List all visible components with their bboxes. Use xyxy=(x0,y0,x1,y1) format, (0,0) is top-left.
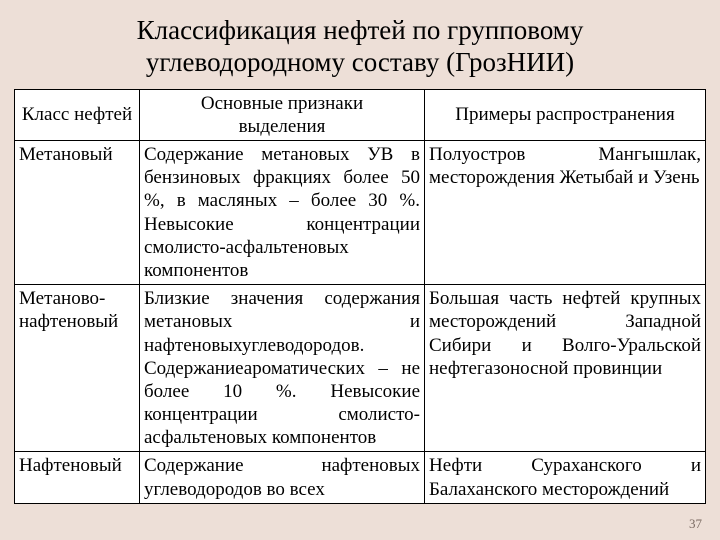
header-feature-line2: выделения xyxy=(239,116,326,137)
table-row: Нафтеновый Содержание нафтеновых углевод… xyxy=(15,452,706,503)
table-header-row: Класс нефтей Основные признаки выделения… xyxy=(15,89,706,140)
header-examples: Примеры распространения xyxy=(425,89,706,140)
header-feature-line1: Основные признаки xyxy=(201,93,363,114)
table-container: Класс нефтей Основные признаки выделения… xyxy=(0,89,720,504)
cell-feature: Близкие значения содержания метановых и … xyxy=(140,285,425,452)
cell-class: Метановый xyxy=(15,141,140,285)
cell-examples: Полуостров Мангышлак, месторождения Жеты… xyxy=(425,141,706,285)
cell-examples: Нефти Сураханского и Балаханского местор… xyxy=(425,452,706,503)
page-number: 37 xyxy=(689,516,702,532)
title-line-2: углеводородному составу (ГрозНИИ) xyxy=(146,47,574,77)
table-row: Метаново-нафтеновый Близкие значения сод… xyxy=(15,285,706,452)
cell-examples: Большая часть нефтей крупных месторожден… xyxy=(425,285,706,452)
cell-feature: Содержание метановых УВ в бензиновых фра… xyxy=(140,141,425,285)
cell-class: Нафтеновый xyxy=(15,452,140,503)
table-row: Метановый Содержание метановых УВ в бенз… xyxy=(15,141,706,285)
header-class: Класс нефтей xyxy=(15,89,140,140)
header-feature: Основные признаки выделения xyxy=(140,89,425,140)
cell-class: Метаново-нафтеновый xyxy=(15,285,140,452)
classification-table: Класс нефтей Основные признаки выделения… xyxy=(14,89,706,504)
cell-feature: Содержание нафтеновых углеводородов во в… xyxy=(140,452,425,503)
page-title: Классификация нефтей по групповому углев… xyxy=(0,0,720,89)
title-line-1: Классификация нефтей по групповому xyxy=(137,15,584,45)
